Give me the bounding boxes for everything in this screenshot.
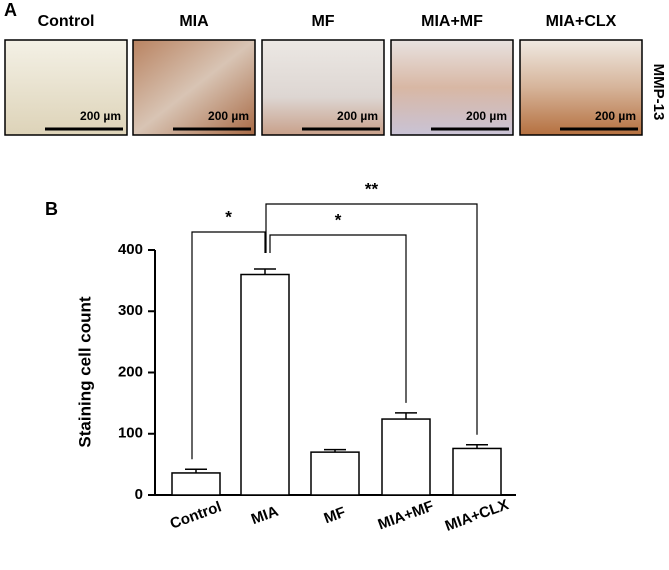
x-tick-label: MF (322, 504, 348, 527)
bar (240, 273, 290, 496)
significance-bracket (191, 231, 266, 460)
micrograph (390, 39, 514, 136)
scale-label: 200 µm (80, 109, 121, 123)
image-title: MIA (179, 13, 209, 30)
y-tick-label: 100 (118, 425, 143, 442)
bar (381, 418, 431, 496)
y-tick-label: 0 (135, 486, 143, 503)
image-title: MIA+CLX (546, 13, 617, 30)
micrograph (4, 39, 128, 136)
stain-label: MMP-13 (650, 64, 667, 121)
error-bar (466, 444, 488, 449)
panel-label: A (4, 0, 17, 20)
scale-label: 200 µm (337, 109, 378, 123)
significance-bracket (269, 234, 407, 403)
image-title: MIA+MF (421, 13, 483, 30)
image-title: MF (311, 13, 334, 30)
x-tick-label: MIA (249, 503, 281, 528)
error-bar (185, 468, 207, 473)
bar (171, 472, 221, 496)
panel-label: B (45, 199, 58, 219)
scale-label: 200 µm (466, 109, 507, 123)
micrographs: Control 200 µm MIA 200 µm MF 200 µm MIA+MF 200 … (4, 13, 643, 136)
x-tick-label: Control (168, 498, 224, 532)
error-bar (324, 448, 346, 453)
y-tick-label: 300 (118, 302, 143, 319)
y-tick-label: 400 (118, 241, 143, 258)
x-tick-label: MIA+CLX (443, 496, 511, 535)
image-title: Control (38, 13, 95, 30)
significance-mark: * (335, 210, 342, 229)
error-bar (395, 412, 417, 420)
x-tick-label: MIA+MF (376, 498, 436, 534)
bar (310, 451, 360, 496)
micrograph (519, 39, 643, 136)
y-tick-label: 200 (118, 363, 143, 380)
scale-label: 200 µm (208, 109, 249, 123)
scale-label: 200 µm (595, 109, 636, 123)
significance-mark: ** (365, 179, 379, 198)
error-bar (254, 268, 276, 275)
significance-mark: * (225, 207, 232, 226)
micrograph (261, 39, 385, 136)
bar (452, 447, 502, 496)
micrograph (132, 39, 256, 136)
significance-bracket (265, 203, 478, 435)
y-axis-label: Staining cell count (75, 296, 94, 447)
